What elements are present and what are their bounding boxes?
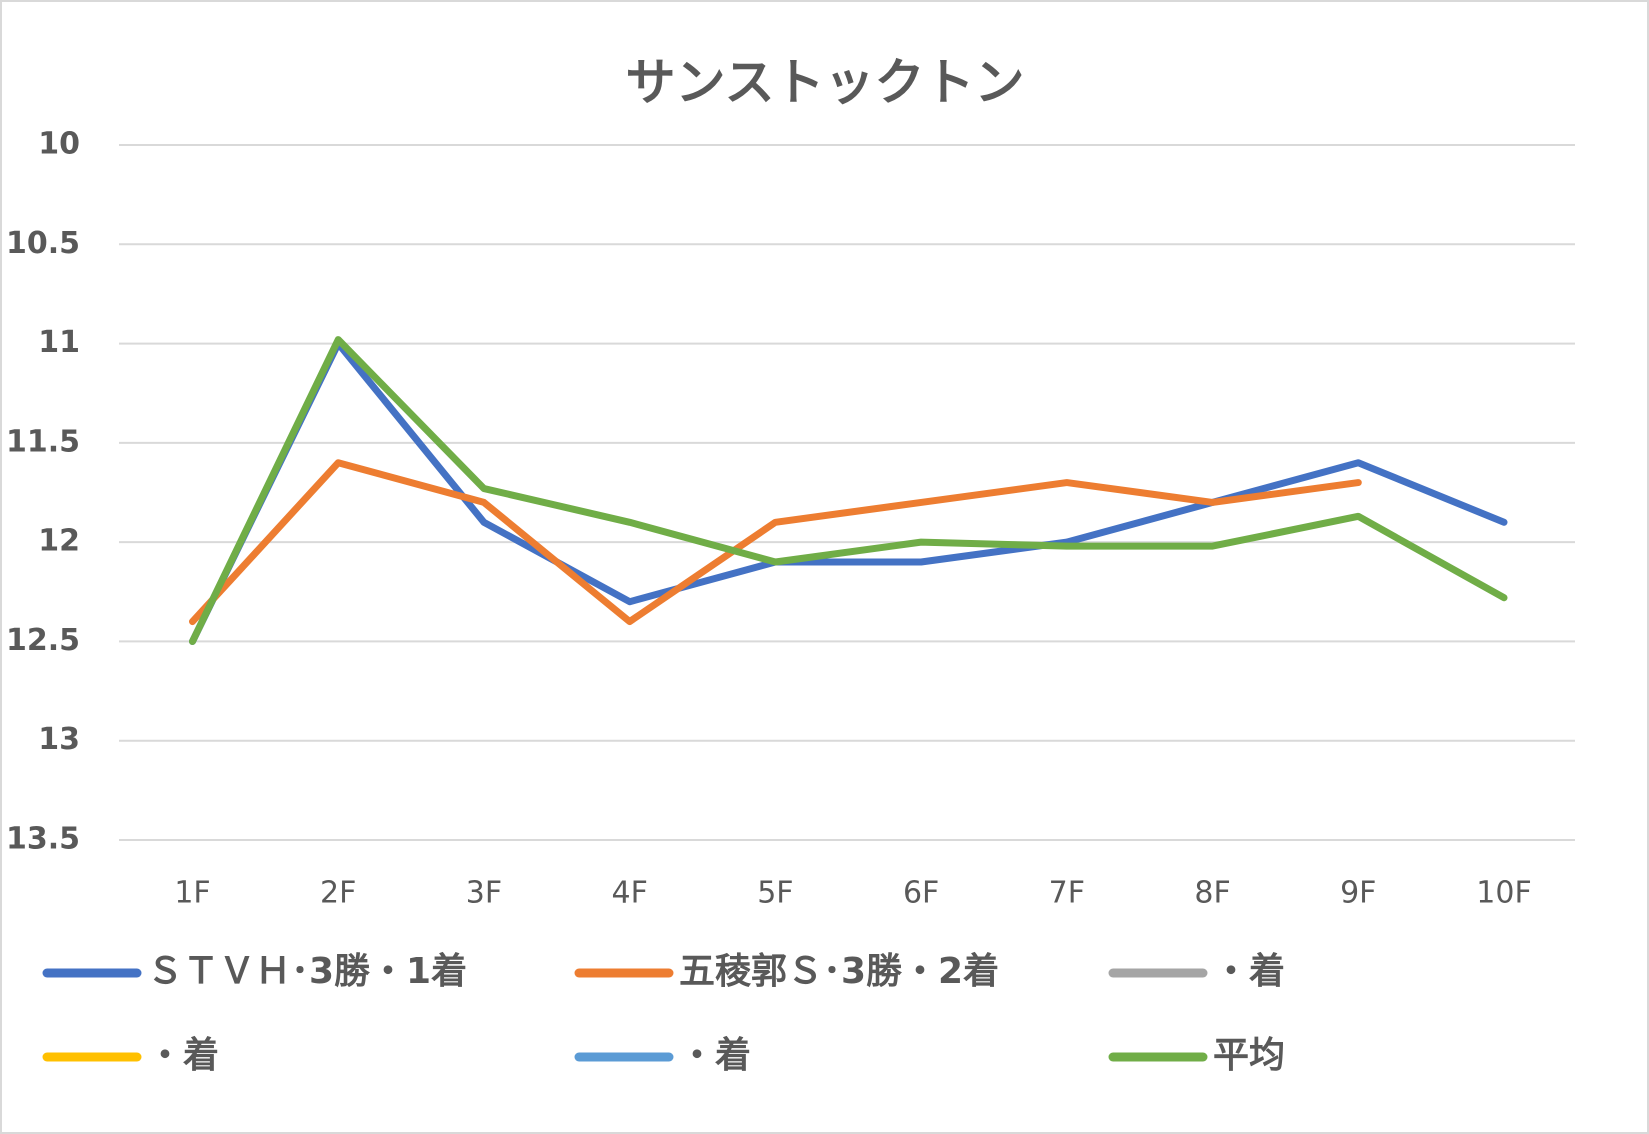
x-tick-label: 2F [320,876,356,911]
x-tick-label: 10F [1476,876,1531,911]
y-tick-label: 13 [38,722,80,757]
legend-label: ＳＴＶＨ･3勝・1着 [147,951,467,992]
y-tick-label: 13.5 [6,822,80,857]
legend-label: ・着 [147,1035,219,1076]
y-tick-label: 11.5 [6,424,80,459]
chart-title: サンストックトン [626,54,1025,112]
x-tick-label: 3F [466,876,502,911]
series-line [189,336,1508,645]
legend-label: 五稜郭Ｓ･3勝・2着 [679,951,999,992]
x-tick-label: 8F [1194,876,1230,911]
legend-label: ・着 [679,1035,751,1076]
x-tick-label: 4F [611,876,647,911]
y-tick-label: 10.5 [6,226,80,261]
series-line [189,459,1362,626]
y-tick-label: 12 [38,524,80,559]
y-tick-label: 12.5 [6,623,80,658]
x-tick-label: 9F [1340,876,1376,911]
legend-label: 平均 [1213,1035,1285,1076]
y-tick-label: 10 [38,127,80,162]
x-tick-label: 6F [903,876,939,911]
x-tick-label: 7F [1049,876,1085,911]
x-tick-label: 1F [174,876,210,911]
series-line [189,340,1508,645]
legend-label: ・着 [1213,951,1285,992]
y-tick-label: 11 [38,325,80,360]
x-tick-label: 5F [757,876,793,911]
